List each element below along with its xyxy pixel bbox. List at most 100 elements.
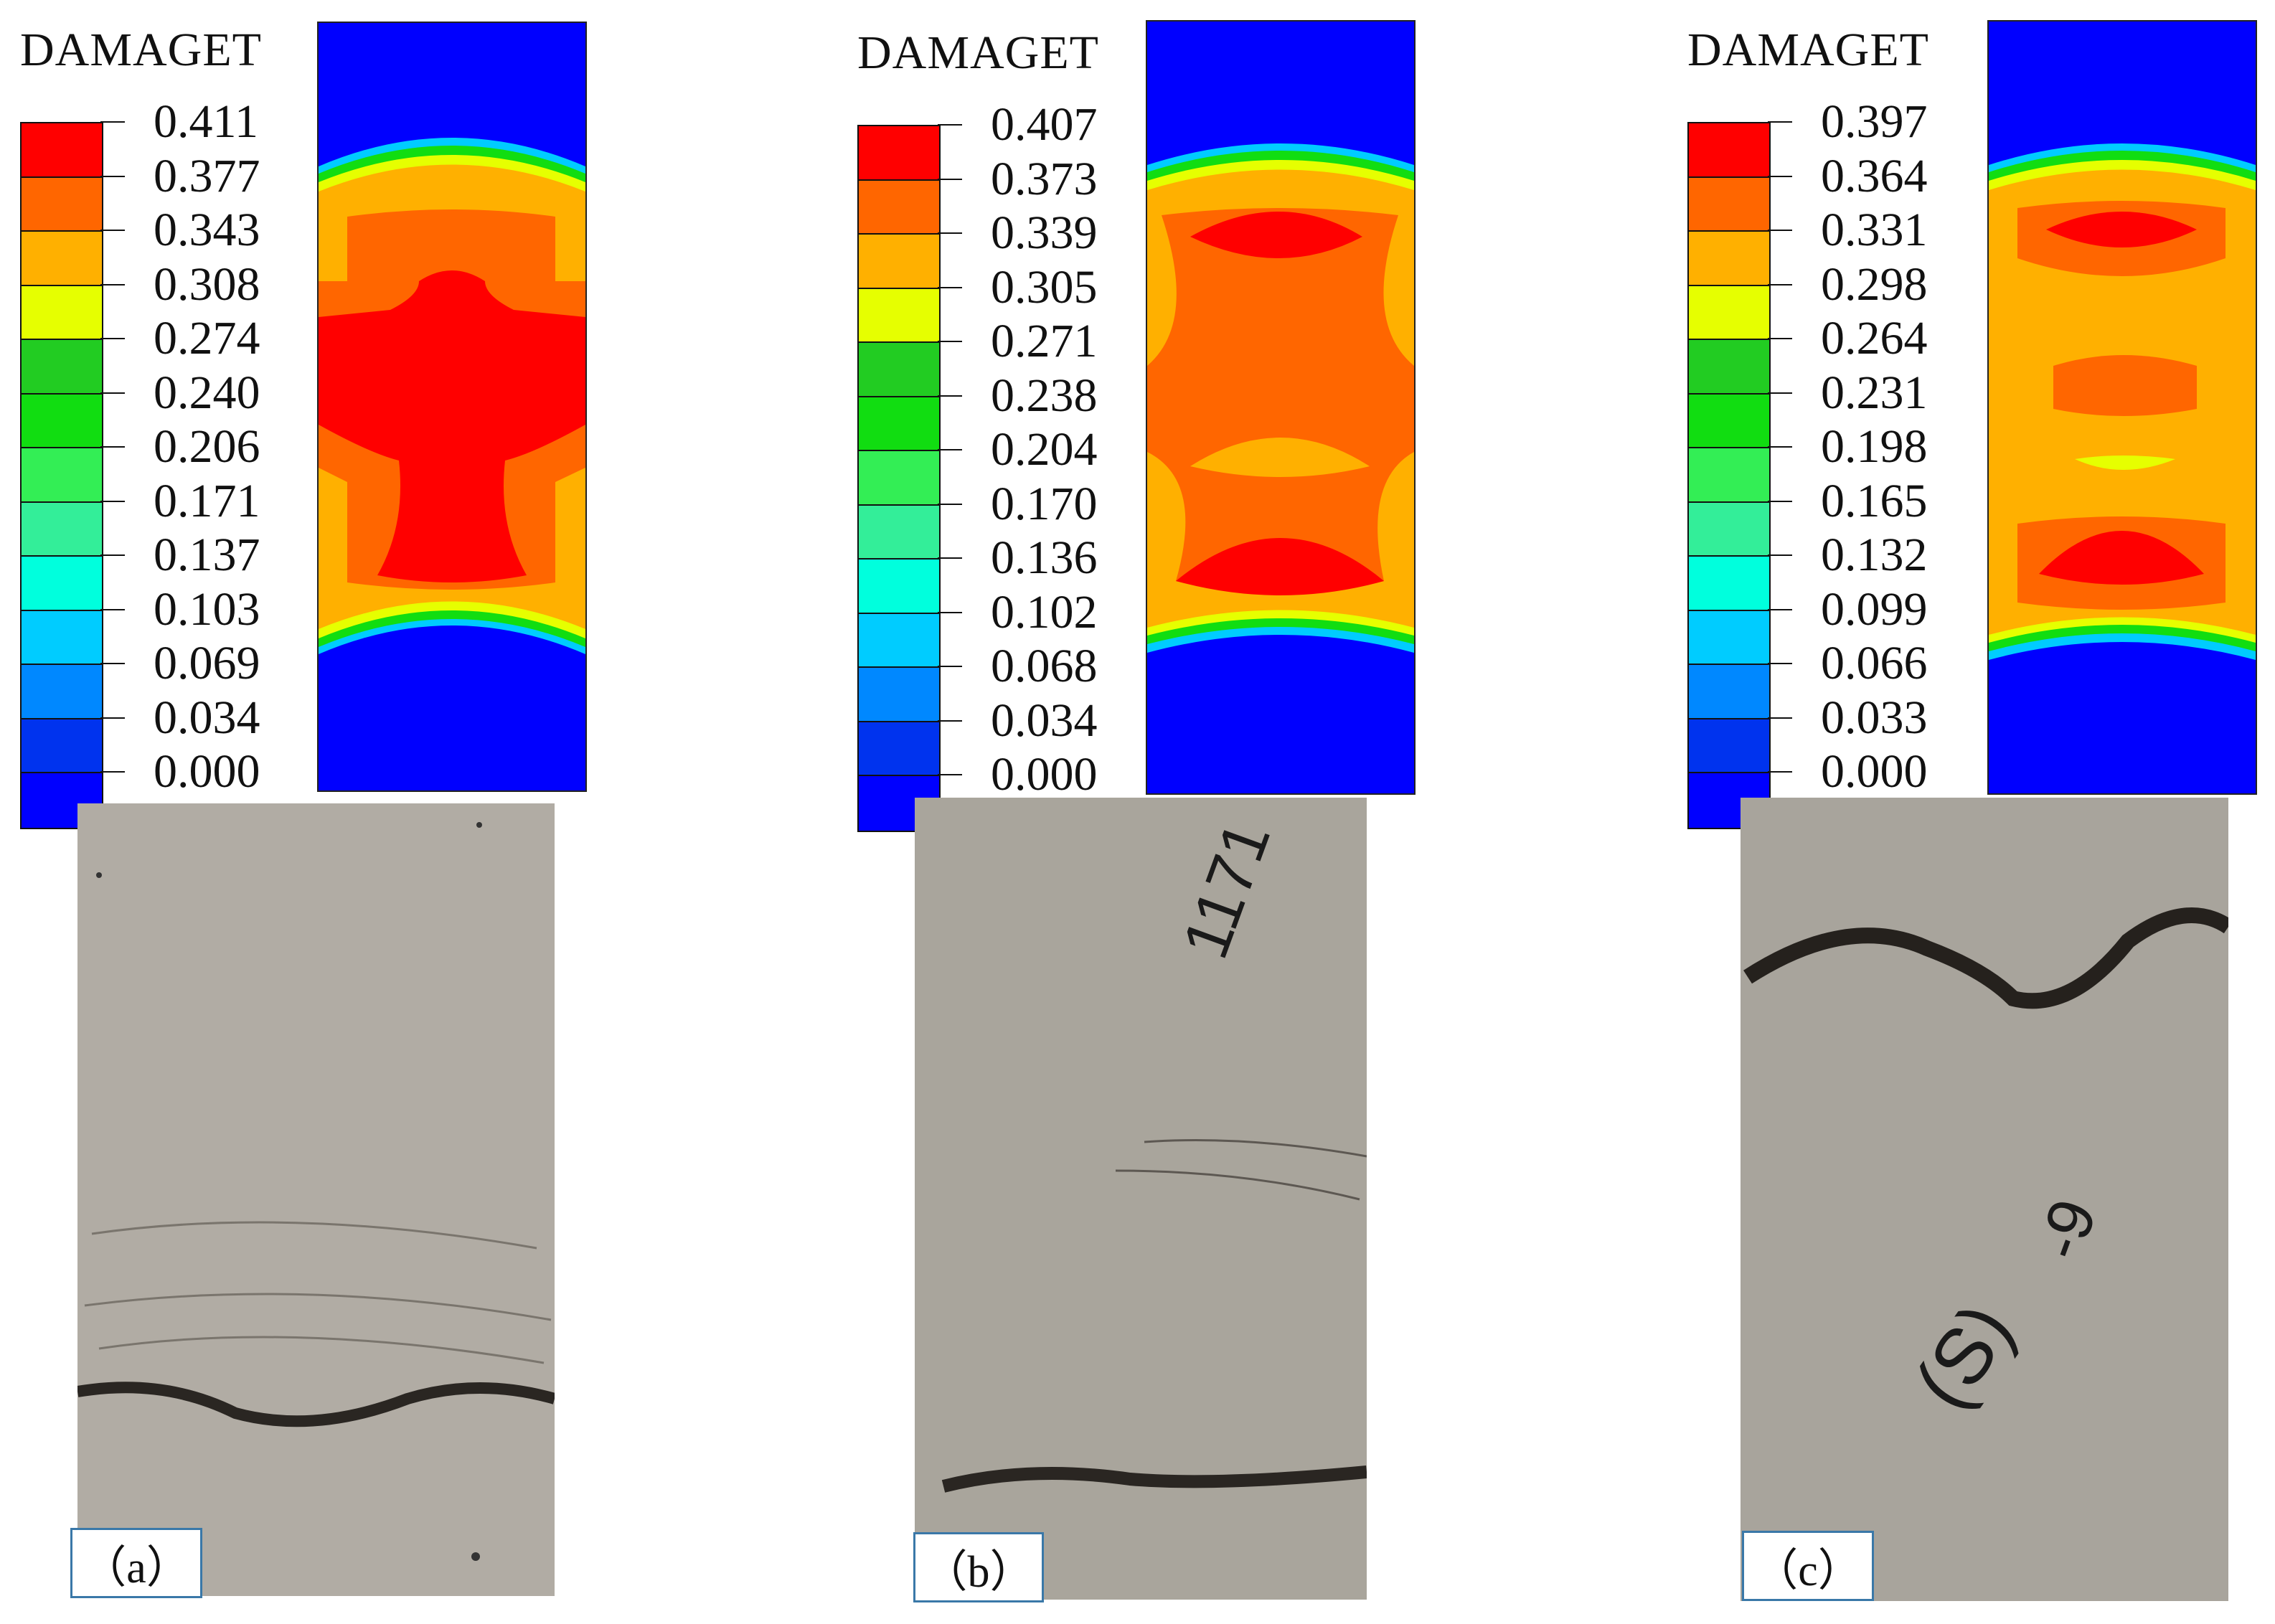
legend-value-label: 0.165 (1821, 474, 1928, 527)
legend-tick (100, 283, 125, 285)
legend-value-label: 0.411 (154, 95, 259, 148)
legend-tick (100, 338, 125, 339)
caption-box: （b） (913, 1532, 1044, 1602)
legend-swatch (22, 557, 102, 611)
legend-swatch (859, 505, 939, 560)
legend-tick (100, 663, 125, 664)
panel-a: DAMAGET 0.411 0.377 0.343 0.308 0.274 0.240 0.… (0, 0, 758, 1624)
legend-swatch (859, 288, 939, 343)
damage-contour-plot (1987, 20, 2257, 795)
legend-swatch (859, 451, 939, 506)
legend-tick (938, 232, 962, 234)
legend-swatch (859, 613, 939, 668)
legend-value-label: 0.206 (154, 420, 260, 473)
legend-swatch (1689, 340, 1769, 395)
legend-swatch (22, 610, 102, 665)
caption-box: （a） (70, 1528, 202, 1598)
legend-swatch (22, 340, 102, 395)
legend-swatch (859, 722, 939, 776)
legend-tick (938, 341, 962, 342)
legend-tick (100, 446, 125, 448)
legend-swatch (859, 560, 939, 614)
legend-value-label: 0.373 (991, 152, 1098, 205)
legend-swatch (1689, 448, 1769, 503)
legend-value-label: 0.238 (991, 369, 1098, 422)
legend-value-label: 0.331 (1821, 204, 1928, 256)
legend-title: DAMAGET (20, 24, 262, 76)
legend-tick (938, 611, 962, 613)
legend-tick (938, 557, 962, 559)
legend-tick (1768, 717, 1792, 719)
legend-value-label: 0.000 (991, 748, 1098, 801)
legend-tick (100, 121, 125, 123)
legend-tick (100, 500, 125, 502)
legend-swatch (22, 665, 102, 719)
legend-value-label: 0.102 (991, 585, 1098, 638)
legend-tick (100, 392, 125, 394)
legend-tick (1768, 392, 1792, 394)
legend-tick (938, 178, 962, 180)
legend-swatch (859, 397, 939, 451)
legend-swatch (859, 126, 939, 181)
legend-value-label: 0.198 (1821, 420, 1928, 473)
legend-swatch (1689, 177, 1769, 232)
legend-tick (100, 771, 125, 773)
legend-swatch (22, 123, 102, 178)
legend-value-label: 0.066 (1821, 637, 1928, 689)
legend-tick (938, 124, 962, 126)
legend-swatch (1689, 610, 1769, 665)
legend-swatch (859, 668, 939, 722)
damage-contour-plot (317, 22, 587, 792)
legend-swatch (1689, 394, 1769, 448)
legend-swatch (22, 285, 102, 340)
legend-tick (1768, 230, 1792, 231)
legend-value-label: 0.231 (1821, 366, 1928, 419)
legend-tick (100, 175, 125, 177)
legend-value-label: 0.240 (154, 366, 260, 419)
legend-value-label: 0.308 (154, 258, 260, 311)
legend-swatch (22, 448, 102, 503)
legend-tick (1768, 446, 1792, 448)
legend-value-label: 0.171 (154, 474, 260, 527)
legend-tick (1768, 283, 1792, 285)
legend-tick (1768, 500, 1792, 502)
specimen-photo: (S) -9 (1741, 798, 2228, 1601)
specimen-photo (77, 803, 555, 1596)
legend-value-label: 0.000 (154, 745, 260, 798)
legend-tick (100, 230, 125, 231)
legend-value-label: 0.397 (1821, 95, 1928, 148)
legend-swatch (22, 502, 102, 557)
legend-value-label: 0.132 (1821, 529, 1928, 581)
legend-value-label: 0.274 (154, 312, 260, 364)
legend-title: DAMAGET (857, 27, 1099, 79)
legend-value-label: 0.034 (991, 694, 1098, 747)
legend-swatch (1689, 557, 1769, 611)
legend-swatch (1689, 232, 1769, 286)
legend-value-label: 0.364 (1821, 149, 1928, 202)
legend-tick (100, 554, 125, 556)
legend-colorbar (20, 122, 103, 829)
legend-value-label: 0.305 (991, 260, 1098, 313)
legend-value-label: 0.339 (991, 207, 1098, 259)
legend-tick (938, 666, 962, 667)
legend-value-label: 0.377 (154, 149, 260, 202)
panel-c: DAMAGET 0.397 0.364 0.331 0.298 0.264 0.231 0.… (1517, 0, 2275, 1624)
legend-value-label: 0.103 (154, 582, 260, 636)
legend-swatch (859, 180, 939, 235)
legend-value-label: 0.298 (1821, 258, 1928, 311)
legend-value-label: 0.137 (154, 529, 260, 581)
legend-value-label: 0.343 (154, 204, 260, 256)
legend-tick (1768, 608, 1792, 610)
legend-swatch (22, 394, 102, 448)
legend-swatch (1689, 502, 1769, 557)
legend-value-label: 0.170 (991, 477, 1098, 530)
legend-swatch (22, 177, 102, 232)
legend-tick (1768, 175, 1792, 177)
legend-tick (1768, 338, 1792, 339)
legend-value-label: 0.136 (991, 532, 1098, 584)
legend-swatch (1689, 285, 1769, 340)
legend-value-label: 0.069 (154, 637, 260, 689)
legend-value-label: 0.099 (1821, 582, 1928, 636)
legend-tick (938, 503, 962, 505)
legend-value-label: 0.204 (991, 423, 1098, 476)
